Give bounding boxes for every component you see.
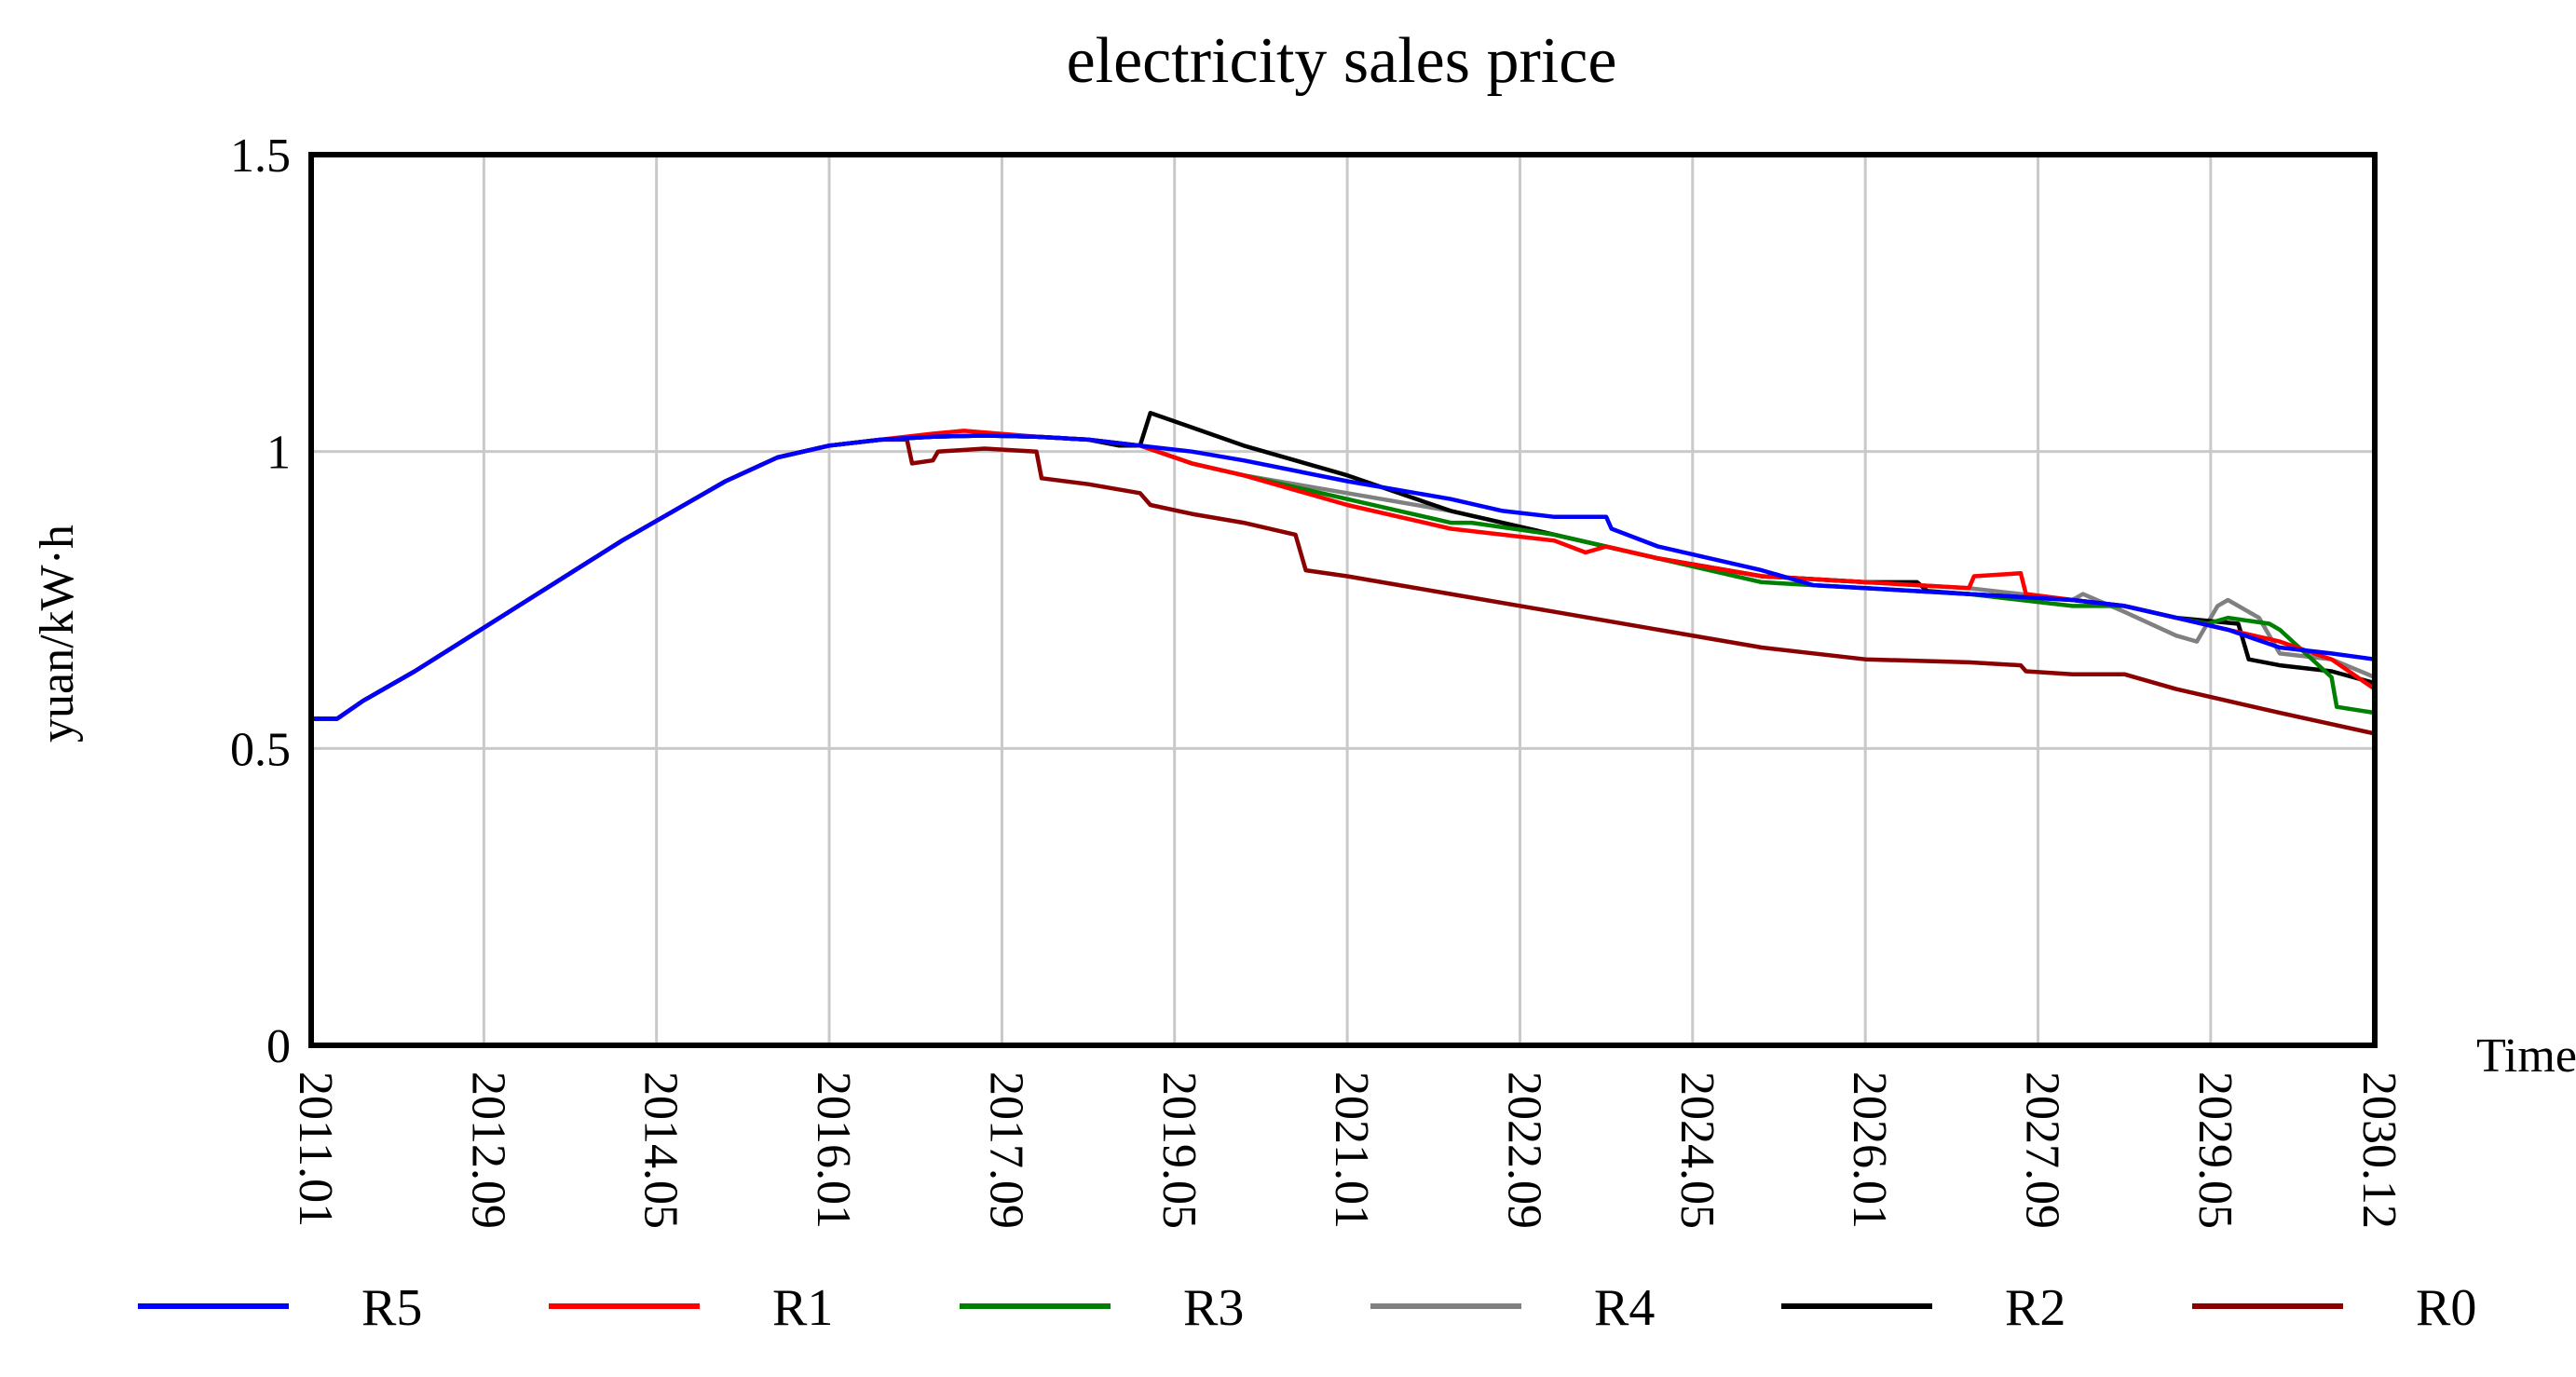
x-tick-label: 2019.05 [1152,1071,1206,1229]
legend-label-r0: R0 [2416,1279,2476,1337]
y-tick-label: 0 [266,1020,291,1073]
x-tick-label: 2022.09 [1498,1071,1551,1229]
x-tick-label: 2021.01 [1325,1071,1378,1229]
x-tick-label: 2024.05 [1670,1071,1724,1229]
legend-label-r2: R2 [2005,1279,2065,1337]
y-tick-label: 1.5 [230,130,291,183]
x-tick-label: 2029.05 [2188,1071,2242,1229]
y-axis-label: yuan/kW·h [31,525,84,743]
x-tick-label: 2026.01 [1843,1071,1896,1229]
x-tick-label: 2011.01 [289,1071,342,1227]
x-tick-label: 2016.01 [807,1071,860,1229]
legend-label-r4: R4 [1594,1279,1655,1337]
legend-label-r1: R1 [772,1279,833,1337]
legend: R5 R1 R3 R4 R2 R0 [138,1279,2476,1337]
y-tick-label: 0.5 [230,723,291,776]
legend-label-r5: R5 [361,1279,422,1337]
x-tick-label: 2017.09 [980,1071,1033,1229]
y-tick-label: 1 [266,427,291,480]
legend-label-r3: R3 [1183,1279,1244,1337]
x-tick-label: 2014.05 [634,1071,688,1229]
series-lines [311,410,2377,736]
series-line-r0 [311,437,2376,736]
x-tick-label: 2030.12 [2352,1071,2406,1229]
x-tick-label: 2027.09 [2016,1071,2069,1229]
x-tick-label: 2012.09 [461,1071,514,1229]
tick-labels: 2011.01 2012.09 2014.05 2016.01 2017.09 2019.… [230,130,2406,1229]
x-axis-label: Time [2476,1029,2576,1083]
chart-title: electricity sales price [1067,25,1617,97]
series-line-r5 [311,433,2376,721]
plot-frame [308,152,2378,1048]
